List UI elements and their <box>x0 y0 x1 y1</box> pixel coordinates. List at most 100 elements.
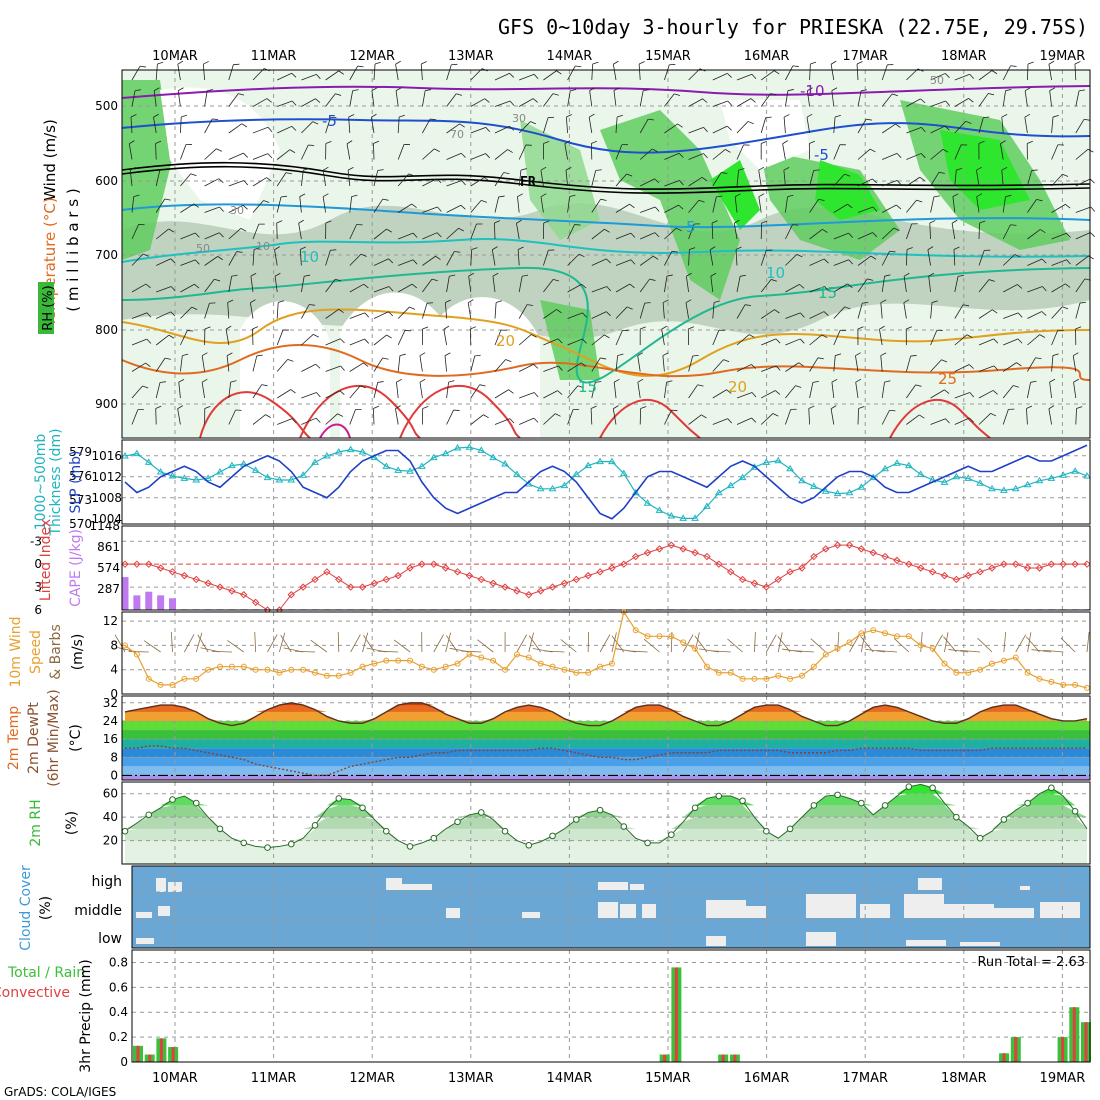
wind-barb-10m <box>710 650 731 653</box>
wind-barb-upper-flag <box>498 195 505 198</box>
y-tick-label: 287 <box>97 582 120 596</box>
wind-barb-upper <box>640 178 655 187</box>
wind-barb-upper-flag <box>824 286 829 292</box>
wind-barb-upper-flag <box>373 405 380 409</box>
wind-barb-upper <box>785 409 792 425</box>
wind-barb-upper <box>443 329 447 346</box>
wind-barb-upper-flag <box>557 390 563 395</box>
wind-barb-upper-flag <box>692 354 699 357</box>
thickness-point <box>501 460 509 467</box>
wind-barb-upper <box>446 227 459 240</box>
wind-barb-upper-flag <box>191 306 198 310</box>
wind-barb-upper-flag <box>436 232 442 238</box>
wind-barb-upper <box>470 384 481 399</box>
wind-barb-upper-flag <box>265 414 271 418</box>
wind-barb-upper-flag <box>533 74 539 80</box>
wind-speed-point <box>133 651 140 658</box>
wind-speed-point <box>561 666 568 673</box>
wind-barb-10m <box>810 638 826 653</box>
li-point <box>240 591 248 599</box>
wind-barb-upper-flag <box>613 87 620 91</box>
y-tick-label: 1008 <box>91 491 122 505</box>
wind-barb-upper-flag <box>1041 311 1047 316</box>
wind-barb-upper-flag <box>146 312 152 318</box>
cloud-block <box>906 940 946 946</box>
wind-speed-point <box>953 669 960 676</box>
wind-barb-upper-flag <box>716 195 723 198</box>
wind-barb-upper-flag <box>575 65 582 68</box>
wind-barb-10m <box>1015 634 1027 653</box>
contour-label-20-b: 20 <box>728 378 747 396</box>
wind-barb-upper <box>567 362 582 372</box>
wind-barb-upper-flag <box>554 413 561 417</box>
wind-barb-upper <box>1051 117 1054 134</box>
cloud-block <box>1020 886 1030 890</box>
wind-barb-upper-flag <box>589 87 596 91</box>
y-tick-label: 700 <box>95 248 118 262</box>
wind-barb-10m <box>1060 637 1076 653</box>
wind-barb-upper <box>1027 63 1029 81</box>
rh-label-6: 10 <box>256 240 270 253</box>
wind-barb-upper <box>591 170 597 187</box>
wind-barb-upper-flag <box>170 258 176 264</box>
wind-barb-upper <box>1049 382 1052 399</box>
slp-line <box>124 444 1088 520</box>
wind-speed-point <box>644 633 651 640</box>
wind-barb-upper <box>615 259 632 266</box>
wind-barb-upper <box>202 64 205 81</box>
y-tick-label: 16 <box>103 732 118 746</box>
wind-barb-upper-flag <box>226 352 233 356</box>
wind-speed-point <box>205 666 212 673</box>
wind-barb-upper-flag <box>201 378 208 383</box>
thickness-point <box>121 452 129 459</box>
temp-band <box>122 775 1090 780</box>
wind-ylabel-a: 10m Wind <box>8 616 24 687</box>
wind-barb-upper <box>228 123 243 134</box>
wind-barb-upper-flag <box>606 258 611 264</box>
thickness-point <box>691 514 699 521</box>
wind-barb-upper <box>662 302 665 319</box>
wind-barb-upper <box>201 355 205 372</box>
wind-barb-upper <box>155 357 166 372</box>
wind-barb-upper <box>785 90 789 107</box>
contour-labels: -10 -5 FR 5 10 15 20 25 -5 5 10 15 20 25… <box>196 74 957 396</box>
wind-barb-upper-flag <box>654 232 660 238</box>
wind-barb-10m <box>932 634 943 653</box>
cloud-block <box>706 936 726 946</box>
wind-speed-point <box>323 672 330 679</box>
wind-barb-upper <box>444 302 447 319</box>
wind-barb-10m <box>433 634 444 653</box>
thickness-point <box>1047 474 1056 481</box>
li-point <box>631 552 640 561</box>
wind-barb-upper <box>833 355 836 372</box>
wind-barb-upper-flag <box>214 278 221 282</box>
wind-barb-upper-flag <box>847 283 853 288</box>
temp-band <box>122 730 1090 740</box>
wind-barb-upper <box>640 232 656 240</box>
wind-barb-upper-flag <box>363 283 369 289</box>
wind-barb-upper-flag <box>941 359 948 363</box>
wind-barb-upper-flag <box>697 384 704 387</box>
wind-barb-upper <box>422 278 433 293</box>
wind-barb-upper <box>1001 170 1004 187</box>
thickness-point <box>703 502 711 509</box>
rh-color-bands <box>125 784 1087 864</box>
wind-barb-10m <box>528 632 534 653</box>
rh-point <box>145 811 153 819</box>
wind-speed-point <box>763 675 770 682</box>
wind-barb-upper-flag <box>613 405 619 410</box>
wind-barb-upper <box>637 382 641 399</box>
wind-barb-upper-flag <box>1014 254 1021 258</box>
wind-barb-10m <box>682 634 694 653</box>
wind-barb-upper <box>131 362 146 372</box>
wind-barb-upper <box>930 330 938 346</box>
wind-barb-upper <box>1051 204 1066 213</box>
wind-barb-upper <box>736 392 753 399</box>
wind-barb-upper <box>688 355 694 372</box>
wind-barb-upper <box>347 170 351 187</box>
wind-barb-upper-flag <box>1052 353 1059 356</box>
wind-barb-upper-flag <box>848 259 854 265</box>
wind-barb-upper-flag <box>340 365 345 371</box>
wind-barb-upper <box>397 117 400 134</box>
